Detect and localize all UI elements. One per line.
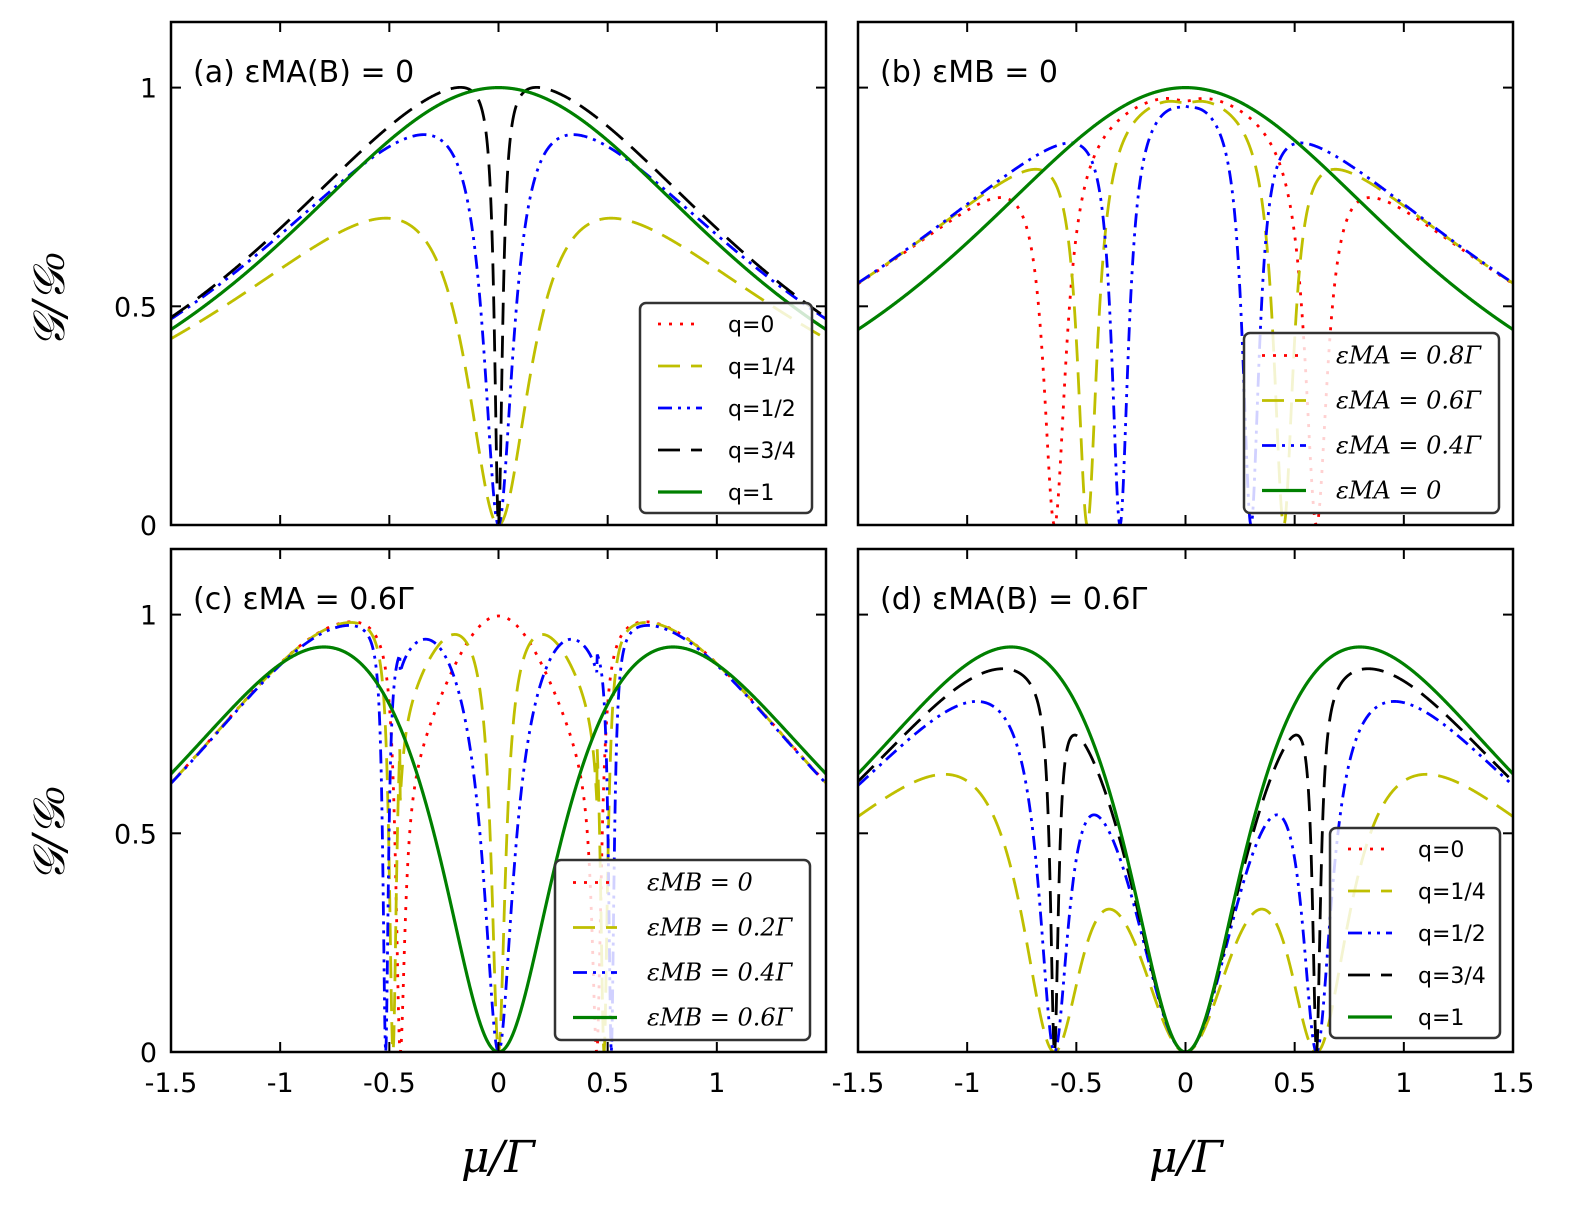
x-tick-label-d-3: 0 — [1177, 1068, 1194, 1099]
legend-label-d-3: q=3/4 — [1418, 964, 1486, 989]
x-tick-label-d-6: 1.5 — [1492, 1068, 1535, 1099]
y-tick-label-a-1: 0.5 — [114, 292, 157, 323]
panel-title-d: (d) εMA(B) = 0.6Γ — [880, 582, 1148, 617]
series-line-d-4 — [858, 645, 1513, 1052]
series-line-b-2 — [858, 104, 1513, 525]
legend-label-a-1: q=1/4 — [728, 355, 796, 380]
legend-label-a-0: q=0 — [728, 313, 774, 338]
legend-label-d-0: q=0 — [1418, 838, 1464, 863]
y-axis-title-bottom: 𝒢/𝒢₀ — [24, 786, 75, 881]
series-line-d-3 — [858, 667, 1513, 1052]
panel-title-b: (b) εMB = 0 — [880, 55, 1058, 90]
x-tick-label-d-0: -1.5 — [832, 1068, 885, 1099]
x-tick-label-d-1: -1 — [954, 1068, 981, 1099]
series-line-b-1 — [858, 99, 1513, 525]
panel-b: (b) εMB = 0 εMA = 0.8Γ εMA = 0.6Γ εMA = 0.4… — [856, 20, 1515, 527]
legend-a: q=0 q=1/4 q=1/2 q=3/4 q=1 — [638, 301, 814, 515]
x-tick-label-c-5: 1 — [708, 1068, 725, 1099]
x-tick-label-c-4: 0.5 — [586, 1068, 629, 1099]
legend-label-c-3: εMB = 0.6Γ — [647, 1004, 794, 1032]
legend-label-b-0: εMA = 0.8Γ — [1336, 342, 1482, 370]
legend-box-b — [1242, 331, 1501, 515]
x-tick-label-d-2: -0.5 — [1050, 1068, 1103, 1099]
legend-label-d-1: q=1/4 — [1418, 880, 1486, 905]
legend-label-c-0: εMB = 0 — [647, 869, 753, 897]
y-tick-label-c-2: 1 — [140, 601, 157, 632]
panel-title-c: (c) εMA = 0.6Γ — [193, 582, 414, 617]
series-line-a-4 — [171, 86, 826, 331]
legend-label-c-2: εMB = 0.4Γ — [647, 959, 794, 987]
legend-label-d-2: q=1/2 — [1418, 922, 1486, 947]
legend-d: q=0 q=1/4 q=1/2 q=3/4 q=1 — [1328, 826, 1502, 1040]
series-line-b-3 — [858, 86, 1513, 331]
panel-c: 0 0.5 1 -1.5 -1 -0.5 0 0.5 1 (c) εMA = 0.6Γ εMB = … — [114, 547, 828, 1099]
panel-d: -1.5 -1 -0.5 0 0.5 1 1.5(d) εMA(B) = 0.6Γq=0q=… — [832, 547, 1535, 1099]
x-tick-label-c-3: 0 — [490, 1068, 507, 1099]
x-tick-label-c-1: -1 — [267, 1068, 294, 1099]
legend-label-a-2: q=1/2 — [728, 397, 796, 422]
y-axis-title-top: 𝒢/𝒢₀ — [24, 252, 75, 347]
legend-box-d — [1328, 826, 1502, 1040]
y-tick-label-a-2: 1 — [140, 74, 157, 105]
legend-label-a-3: q=3/4 — [728, 439, 796, 464]
series-line-c-0 — [171, 614, 826, 1052]
y-tick-label-c-1: 0.5 — [114, 819, 157, 850]
x-axis-title-right: μ/Γ — [1149, 1132, 1224, 1183]
y-tick-label-a-0: 0 — [140, 511, 157, 542]
legend-label-b-1: εMA = 0.6Γ — [1336, 387, 1482, 415]
legend-b: εMA = 0.8Γ εMA = 0.6Γ εMA = 0.4Γ εMA = 0 — [1242, 331, 1501, 515]
legend-label-a-4: q=1 — [728, 481, 774, 506]
x-tick-label-d-4: 0.5 — [1273, 1068, 1316, 1099]
y-tick-label-c-0: 0 — [140, 1038, 157, 1069]
legend-label-c-1: εMB = 0.2Γ — [647, 914, 794, 942]
x-tick-label-c-2: -0.5 — [363, 1068, 416, 1099]
series-line-c-3 — [171, 645, 826, 1052]
legend-c: εMB = 0 εMB = 0.2Γ εMB = 0.4Γ εMB = 0.6Γ — [553, 858, 812, 1042]
panel-a: 0 0.5 1 (a) εMA(B) = 0 q=0 q=1/4 q=1/2 q=3/4 q=1 — [114, 20, 828, 542]
legend-label-b-3: εMA = 0 — [1336, 477, 1441, 505]
x-tick-label-d-5: 1 — [1395, 1068, 1412, 1099]
legend-box-c — [553, 858, 812, 1042]
series-line-a-3 — [171, 85, 826, 525]
x-axis-title-left: μ/Γ — [461, 1132, 536, 1183]
legend-label-d-4: q=1 — [1418, 1006, 1464, 1031]
panel-title-a: (a) εMA(B) = 0 — [193, 55, 414, 90]
legend-box-a — [638, 301, 814, 515]
series-line-d-2 — [858, 700, 1513, 1052]
legend-label-b-2: εMA = 0.4Γ — [1336, 432, 1482, 460]
x-tick-label-c-0: -1.5 — [145, 1068, 198, 1099]
